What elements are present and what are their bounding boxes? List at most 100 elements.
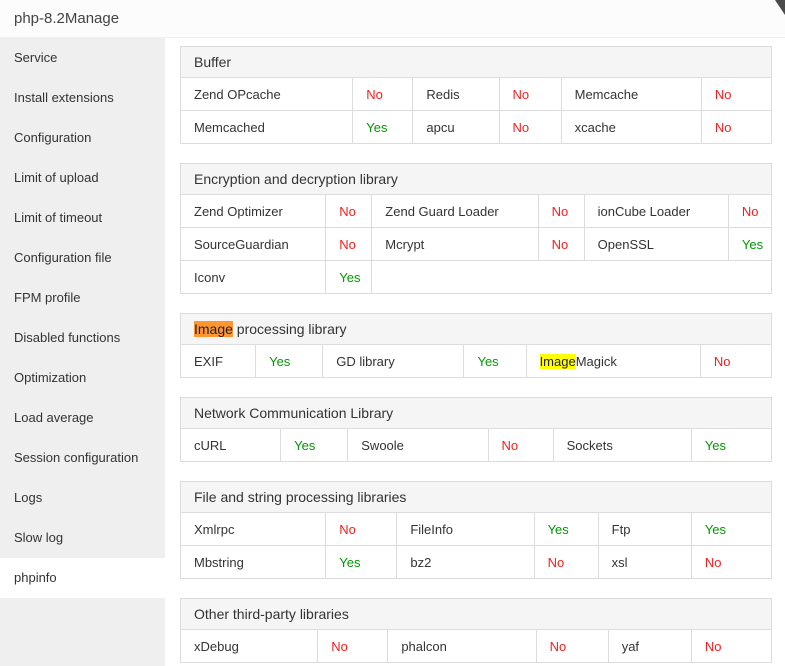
sidebar-item-install-extensions[interactable]: Install extensions bbox=[14, 90, 114, 105]
ext-status: No bbox=[537, 227, 585, 261]
table-row: xDebug No phalcon No yaf No bbox=[179, 629, 773, 663]
ext-status: No bbox=[498, 77, 562, 111]
ext-name: bz2 bbox=[396, 545, 535, 579]
ext-name: Swoole bbox=[347, 428, 489, 462]
section-other: Other third-party libraries xDebug No ph… bbox=[179, 598, 773, 663]
ext-status: No bbox=[537, 194, 585, 228]
sidebar-item-slow-log[interactable]: Slow log bbox=[14, 530, 64, 545]
section-buffer: Buffer Zend OPcache No Redis No Memcache… bbox=[179, 46, 773, 144]
section-title-other: Other third-party libraries bbox=[180, 598, 772, 630]
ext-status: No bbox=[727, 194, 773, 228]
dialog-titlebar: php-8.2Manage bbox=[0, 0, 785, 38]
ext-status: Yes bbox=[325, 260, 373, 294]
ext-status: No bbox=[700, 77, 773, 111]
ext-name: Xmlrpc bbox=[179, 512, 327, 546]
ext-status: No bbox=[498, 110, 562, 144]
ext-status: No bbox=[325, 194, 373, 228]
ext-name: Zend Optimizer bbox=[179, 194, 327, 228]
ext-status: No bbox=[690, 545, 773, 579]
ext-status: No bbox=[352, 77, 414, 111]
sidebar-item-disabled-functions[interactable]: Disabled functions bbox=[14, 330, 121, 345]
section-title-image: Image processing library bbox=[180, 313, 772, 345]
network-table: cURL Yes Swoole No Sockets Yes bbox=[179, 428, 773, 462]
sidebar-item-configuration-file[interactable]: Configuration file bbox=[14, 250, 112, 265]
sidebar-item-limit-of-timeout[interactable]: Limit of timeout bbox=[14, 210, 103, 225]
table-row: EXIF Yes GD library Yes ImageMagick No bbox=[179, 344, 773, 378]
sidebar-item-logs[interactable]: Logs bbox=[14, 490, 43, 505]
find-highlight-active: Image bbox=[194, 321, 233, 337]
phpinfo-panel: Buffer Zend OPcache No Redis No Memcache… bbox=[165, 38, 785, 666]
table-row: Zend Optimizer No Zend Guard Loader No i… bbox=[179, 194, 773, 228]
ext-status: Yes bbox=[690, 428, 773, 462]
sidebar-item-fpm-profile[interactable]: FPM profile bbox=[14, 290, 81, 305]
sidebar: Service Install extensions Configuration… bbox=[0, 38, 165, 666]
sidebar-item-session-configuration[interactable]: Session configuration bbox=[14, 450, 139, 465]
table-row: SourceGuardian No Mcrypt No OpenSSL Yes bbox=[179, 227, 773, 261]
ext-status: Yes bbox=[727, 227, 773, 261]
ext-status: No bbox=[699, 344, 773, 378]
sidebar-item-phpinfo[interactable]: phpinfo bbox=[0, 558, 165, 598]
table-row: cURL Yes Swoole No Sockets Yes bbox=[179, 428, 773, 462]
ext-status: No bbox=[535, 629, 609, 663]
ext-status: Yes bbox=[280, 428, 349, 462]
ext-name: ionCube Loader bbox=[583, 194, 729, 228]
ext-status: No bbox=[325, 512, 398, 546]
encryption-table: Zend Optimizer No Zend Guard Loader No i… bbox=[179, 194, 773, 294]
ext-name: Mbstring bbox=[179, 545, 327, 579]
section-network: Network Communication Library cURL Yes S… bbox=[179, 397, 773, 462]
ext-name: Sockets bbox=[552, 428, 692, 462]
ext-name: phalcon bbox=[387, 629, 537, 663]
ext-status: No bbox=[487, 428, 554, 462]
sidebar-item-optimization[interactable]: Optimization bbox=[14, 370, 87, 385]
ext-name: Zend OPcache bbox=[179, 77, 354, 111]
ext-status: Yes bbox=[325, 545, 398, 579]
buffer-table: Zend OPcache No Redis No Memcache No Mem… bbox=[179, 77, 773, 144]
ext-name: xsl bbox=[597, 545, 692, 579]
other-table: xDebug No phalcon No yaf No bbox=[179, 629, 773, 663]
ext-name: OpenSSL bbox=[583, 227, 729, 261]
ext-name: SourceGuardian bbox=[179, 227, 327, 261]
sidebar-item-configuration[interactable]: Configuration bbox=[14, 130, 92, 145]
sidebar-item-service[interactable]: Service bbox=[14, 50, 58, 65]
ext-status: Yes bbox=[255, 344, 324, 378]
file-table: Xmlrpc No FileInfo Yes Ftp Yes Mbstring … bbox=[179, 512, 773, 579]
ext-name: GD library bbox=[322, 344, 465, 378]
section-title-file: File and string processing libraries bbox=[180, 481, 772, 513]
ext-status: No bbox=[690, 629, 773, 663]
dialog-body: Service Install extensions Configuration… bbox=[0, 38, 785, 666]
section-title-buffer: Buffer bbox=[180, 46, 772, 78]
ext-name: FileInfo bbox=[396, 512, 535, 546]
ext-name: apcu bbox=[412, 110, 500, 144]
section-title-encryption: Encryption and decryption library bbox=[180, 163, 772, 195]
section-title-network: Network Communication Library bbox=[180, 397, 772, 429]
ext-status: No bbox=[325, 227, 373, 261]
ext-name: cURL bbox=[179, 428, 282, 462]
ext-name: xcache bbox=[560, 110, 702, 144]
ext-name: Zend Guard Loader bbox=[371, 194, 539, 228]
sidebar-item-limit-of-upload[interactable]: Limit of upload bbox=[14, 170, 99, 185]
ext-name: ImageMagick bbox=[525, 344, 701, 378]
ext-name: yaf bbox=[607, 629, 692, 663]
find-highlight: Image bbox=[539, 353, 576, 369]
ext-status: No bbox=[700, 110, 773, 144]
ext-name: Redis bbox=[412, 77, 500, 111]
empty-cell bbox=[371, 260, 772, 294]
table-row: Mbstring Yes bz2 No xsl No bbox=[179, 545, 773, 579]
section-image: Image processing library EXIF Yes GD lib… bbox=[179, 313, 773, 378]
ext-name: xDebug bbox=[179, 629, 319, 663]
ext-name: Iconv bbox=[179, 260, 327, 294]
ext-name: EXIF bbox=[179, 344, 257, 378]
sidebar-item-load-average[interactable]: Load average bbox=[14, 410, 94, 425]
ext-name: Ftp bbox=[597, 512, 692, 546]
table-row: Zend OPcache No Redis No Memcache No bbox=[179, 77, 773, 111]
ext-status: Yes bbox=[463, 344, 527, 378]
dialog-title: php-8.2Manage bbox=[14, 10, 120, 27]
ext-status: No bbox=[317, 629, 389, 663]
ext-status: Yes bbox=[533, 512, 599, 546]
table-row: Iconv Yes bbox=[179, 260, 772, 294]
ext-name: Mcrypt bbox=[371, 227, 539, 261]
cursor-artifact-icon bbox=[775, 0, 785, 15]
ext-name: Memcached bbox=[179, 110, 354, 144]
section-file: File and string processing libraries Xml… bbox=[179, 481, 773, 579]
image-table: EXIF Yes GD library Yes ImageMagick No bbox=[179, 344, 773, 378]
